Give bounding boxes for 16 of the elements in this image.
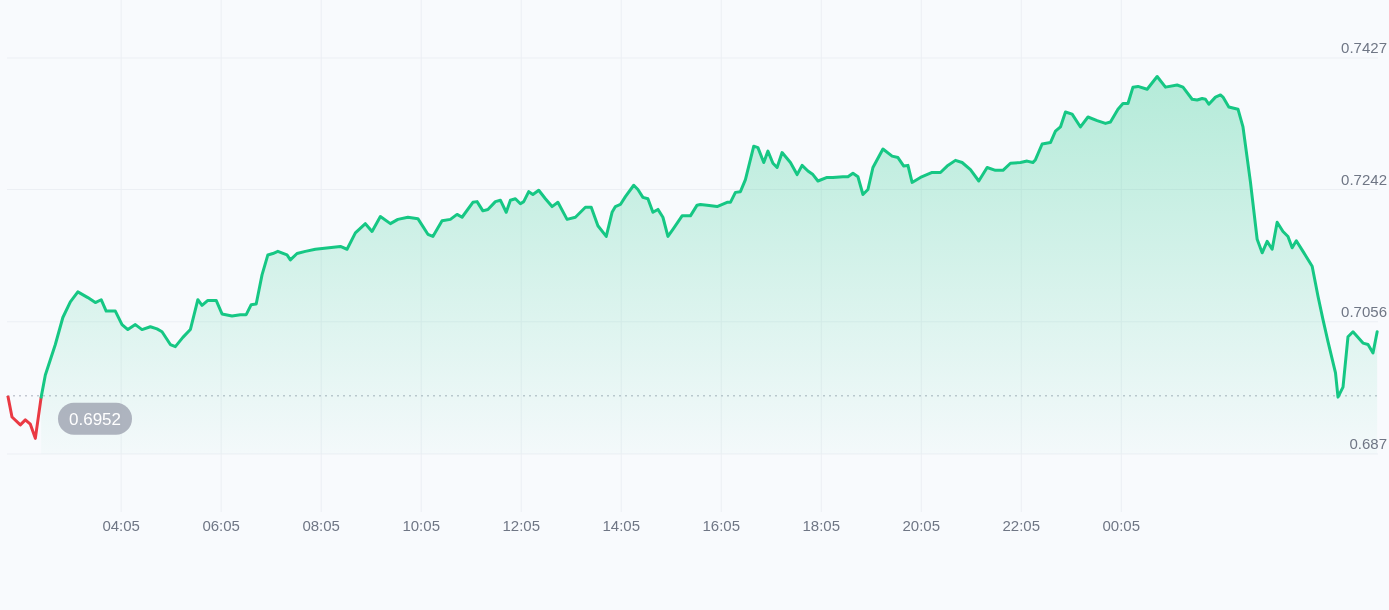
x-tick-label: 18:05 <box>802 516 841 534</box>
ref-line-label: 0.6952 <box>69 409 121 429</box>
y-tick-label: 0.7242 <box>1341 170 1387 188</box>
y-tick-label: 0.687 <box>1349 435 1387 452</box>
x-tick-label: 08:05 <box>302 516 340 534</box>
y-tick-label: 0.7427 <box>1341 39 1387 56</box>
x-tick-label: 04:05 <box>102 516 140 534</box>
x-tick-label: 20:05 <box>902 516 941 534</box>
x-tick-label: 22:05 <box>1002 516 1041 534</box>
x-tick-label: 16:05 <box>702 516 741 534</box>
x-tick-label: 00:05 <box>1102 516 1141 534</box>
x-tick-label: 06:05 <box>202 516 240 534</box>
y-tick-label: 0.7056 <box>1341 302 1387 320</box>
x-tick-label: 14:05 <box>602 516 641 534</box>
x-tick-label: 12:05 <box>502 516 540 534</box>
x-tick-label: 10:05 <box>402 516 440 534</box>
